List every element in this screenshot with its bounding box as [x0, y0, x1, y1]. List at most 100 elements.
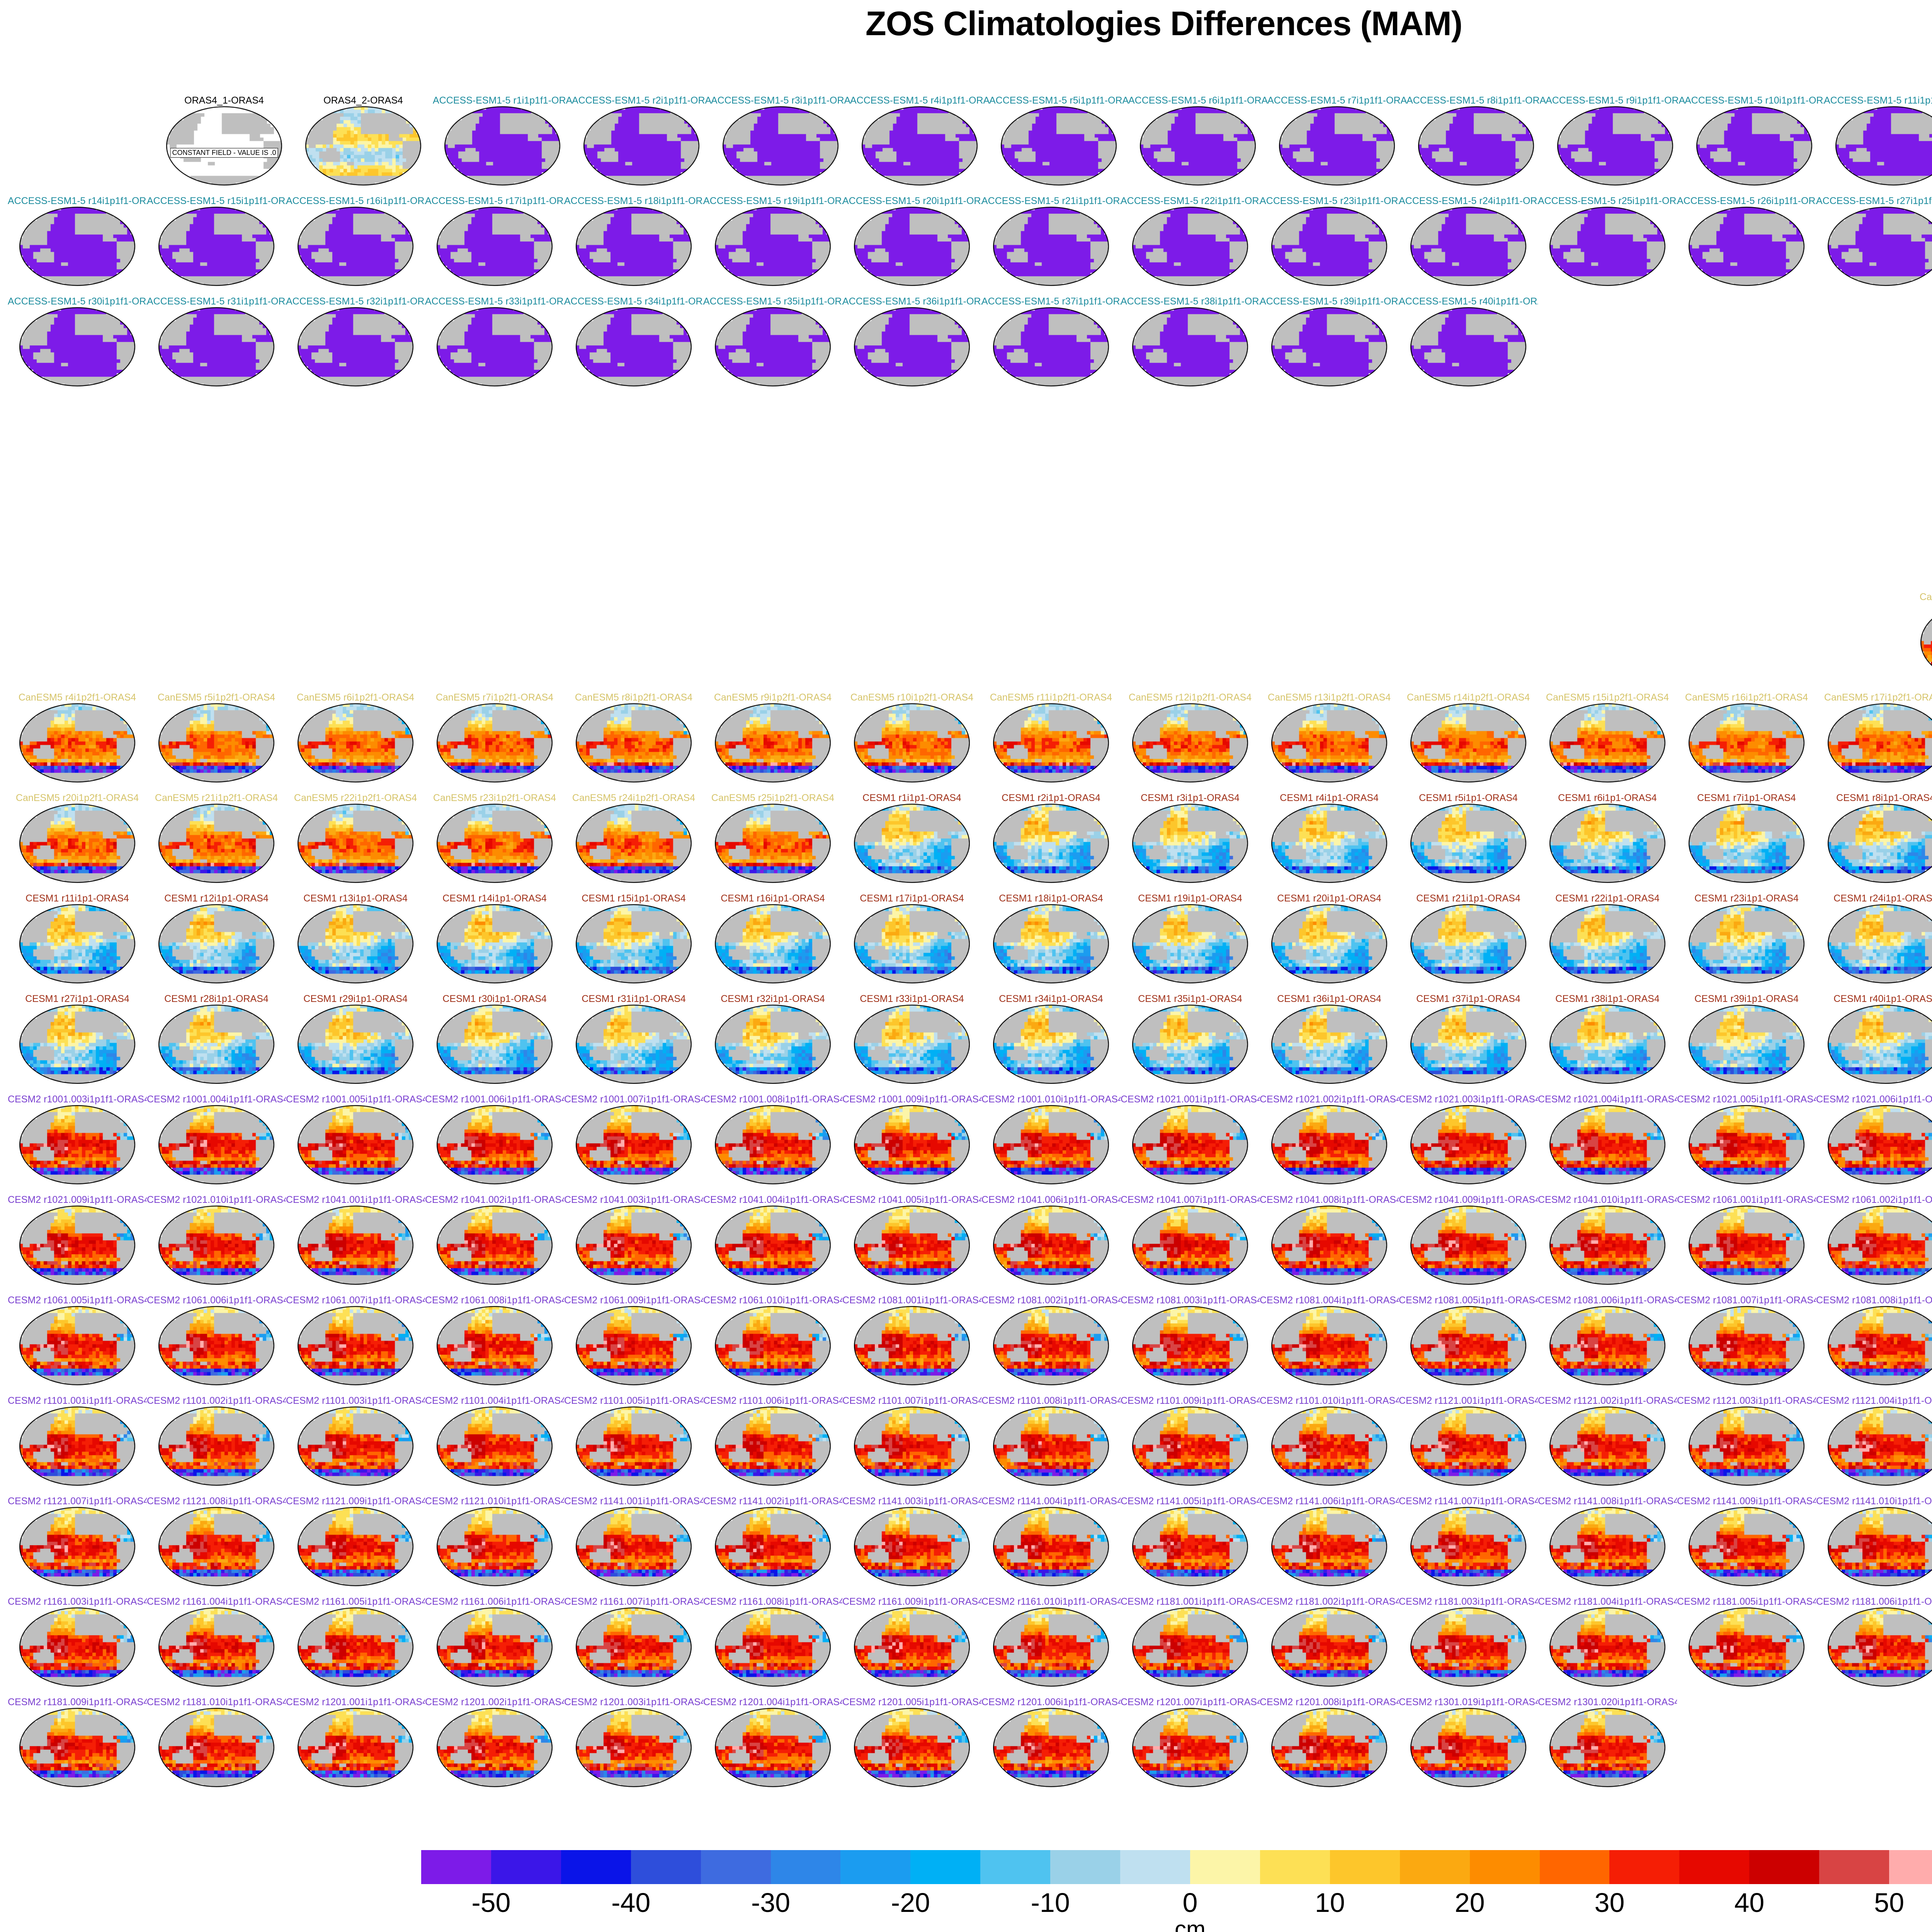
map-panel-label: CESM2 r1141.008i1p1f1-ORAS4	[1538, 1496, 1677, 1507]
map-panel-label: CESM2 r1121.009i1p1f1-ORAS4	[286, 1496, 425, 1507]
map-panel-label: CESM1 r36i1p1-ORAS4	[1277, 993, 1381, 1004]
globe-map	[1828, 904, 1932, 983]
map-panel-label: ACCESS-ESM1-5 r24i1p1f1-ORAS4	[1399, 196, 1538, 206]
globe-map	[993, 307, 1109, 386]
map-panel-label: CESM2 r1141.006i1p1f1-ORAS4	[1260, 1496, 1399, 1507]
map-panel-label: CanESM5 r13i1p2f1-ORAS4	[1267, 692, 1391, 703]
map-panel-label: CESM1 r27i1p1-ORAS4	[25, 993, 129, 1004]
map-panel-label: CESM2 r1101.001i1p1f1-ORAS4	[8, 1395, 147, 1406]
map-panel-label: CESM2 r1001.006i1p1f1-ORAS4	[425, 1094, 564, 1105]
globe-map	[1689, 1607, 1804, 1687]
map-panel-label: CESM1 r3i1p1-ORAS4	[1141, 793, 1240, 803]
globe-map	[437, 1105, 553, 1184]
globe-map	[19, 207, 135, 286]
globe-map	[437, 307, 553, 386]
map-panel-label: ACCESS-ESM1-5 r23i1p1f1-ORAS4	[1260, 196, 1399, 206]
map-panel-label: CESM2 r1001.005i1p1f1-ORAS4	[286, 1094, 425, 1105]
globe-map	[854, 307, 970, 386]
map-panel-label: CESM2 r1081.005i1p1f1-ORAS4	[1399, 1295, 1538, 1306]
globe-map	[1549, 1206, 1665, 1285]
globe-map	[1132, 1306, 1248, 1385]
map-panel-label: CESM2 r1201.004i1p1f1-ORAS4	[703, 1697, 842, 1708]
map-panel-label: ORAS4_2-ORAS4	[323, 95, 403, 106]
globe-map	[298, 1005, 413, 1084]
globe-map	[576, 1406, 692, 1486]
globe-map	[158, 1406, 274, 1486]
map-panel-label: CESM2 r1161.008i1p1f1-ORAS4	[703, 1596, 842, 1607]
map-panel-label: ACCESS-ESM1-5 r33i1p1f1-ORAS4	[425, 296, 564, 307]
globe-map	[1410, 1708, 1526, 1787]
map-panel-label: CanESM5 r15i1p2f1-ORAS4	[1546, 692, 1669, 703]
globe-map	[1689, 1105, 1804, 1184]
globe-map	[715, 1607, 831, 1687]
globe-map	[19, 804, 135, 883]
map-panel-label: CESM1 r32i1p1-ORAS4	[721, 993, 825, 1004]
colorbar-swatch	[910, 1850, 981, 1884]
globe-map	[437, 804, 553, 883]
map-panel-label: CESM2 r1181.006i1p1f1-ORAS4	[1816, 1596, 1932, 1607]
map-panel-label: ACCESS-ESM1-5 r7i1p1f1-ORAS4	[1267, 95, 1406, 106]
globe-map	[1271, 804, 1387, 883]
map-panel-label: CESM2 r1201.005i1p1f1-ORAS4	[842, 1697, 981, 1708]
globe-map	[993, 207, 1109, 286]
map-panel-label: ACCESS-ESM1-5 r1i1p1f1-ORAS4	[433, 95, 572, 106]
map-panel-label: CanESM5 r7i1p2f1-ORAS4	[435, 692, 554, 703]
globe-map	[1410, 904, 1526, 983]
map-panel-label: CESM2 r1101.009i1p1f1-ORAS4	[1121, 1395, 1260, 1406]
colorbar-tick-label: 10	[1315, 1888, 1345, 1918]
map-panel-label: CESM2 r1081.002i1p1f1-ORAS4	[981, 1295, 1121, 1306]
map-panel-label: CanESM5 r10i1p2f1-ORAS4	[850, 692, 974, 703]
map-panel-label: ACCESS-ESM1-5 r27i1p1f1-ORAS4	[1816, 196, 1932, 206]
globe-map	[158, 1306, 274, 1385]
map-panel-label: CESM2 r1041.006i1p1f1-ORAS4	[981, 1194, 1121, 1205]
map-panel-label: ACCESS-ESM1-5 r4i1p1f1-ORAS4	[850, 95, 989, 106]
globe-map	[1410, 804, 1526, 883]
globe-map	[158, 703, 274, 782]
map-panel-label: ACCESS-ESM1-5 r2i1p1f1-ORAS4	[572, 95, 711, 106]
map-panel-label: CESM1 r1i1p1-ORAS4	[862, 793, 961, 803]
globe-map	[1828, 1607, 1932, 1687]
map-panel-label: ACCESS-ESM1-5 r5i1p1f1-ORAS4	[989, 95, 1128, 106]
globe-map	[1828, 1005, 1932, 1084]
globe-map	[437, 904, 553, 983]
globe-map	[298, 1406, 413, 1486]
map-panel-label: CESM2 r1061.005i1p1f1-ORAS4	[8, 1295, 147, 1306]
map-panel-label: CESM2 r1001.010i1p1f1-ORAS4	[981, 1094, 1121, 1105]
map-panel-label: CESM2 r1101.008i1p1f1-ORAS4	[981, 1395, 1121, 1406]
globe-map	[19, 1507, 135, 1586]
map-panel-label: CESM2 r1061.001i1p1f1-ORAS4	[1677, 1194, 1816, 1205]
map-panel-label: CESM1 r23i1p1-ORAS4	[1694, 893, 1799, 904]
colorbar-swatch	[561, 1850, 631, 1884]
map-panel-label: CESM1 r6i1p1-ORAS4	[1558, 793, 1657, 803]
globe-map	[19, 1105, 135, 1184]
globe-map	[444, 106, 560, 185]
map-panel-label: CESM2 r1161.003i1p1f1-ORAS4	[8, 1596, 147, 1607]
globe-map	[1828, 703, 1932, 782]
map-panel-label: CESM2 r1301.020i1p1f1-ORAS4	[1538, 1697, 1677, 1708]
globe-map	[993, 703, 1109, 782]
map-panel-label: CESM2 r1021.006i1p1f1-ORAS4	[1816, 1094, 1932, 1105]
globe-map	[1549, 1105, 1665, 1184]
map-panel-label: CESM2 r1081.007i1p1f1-ORAS4	[1677, 1295, 1816, 1306]
globe-map	[1271, 1005, 1387, 1084]
map-panel-label: CESM2 r1161.006i1p1f1-ORAS4	[425, 1596, 564, 1607]
map-panel-label: CESM2 r1121.003i1p1f1-ORAS4	[1677, 1395, 1816, 1406]
globe-map	[1132, 804, 1248, 883]
map-panel-label: CESM2 r1181.010i1p1f1-ORAS4	[147, 1697, 286, 1708]
globe-map	[1557, 106, 1673, 185]
map-panel-label: CanESM5 r14i1p2f1-ORAS4	[1406, 692, 1530, 703]
globe-map	[158, 1206, 274, 1285]
globe-map	[1132, 307, 1248, 386]
map-panel-label: CESM2 r1201.003i1p1f1-ORAS4	[564, 1697, 703, 1708]
colorbar-swatch	[840, 1850, 911, 1884]
map-panel-label: CESM1 r5i1p1-ORAS4	[1419, 793, 1518, 803]
map-panel-label: CESM2 r1141.004i1p1f1-ORAS4	[981, 1496, 1121, 1507]
map-panel-label: CESM1 r4i1p1-ORAS4	[1280, 793, 1379, 803]
globe-map	[576, 1708, 692, 1787]
map-panel-label: CESM2 r1021.004i1p1f1-ORAS4	[1538, 1094, 1677, 1105]
map-panel-label: CanESM5 r11i1p2f1-ORAS4	[990, 692, 1112, 703]
globe-map	[715, 804, 831, 883]
globe-map	[1689, 904, 1804, 983]
globe-map	[715, 1005, 831, 1084]
map-panel-label: CESM1 r34i1p1-ORAS4	[999, 993, 1103, 1004]
